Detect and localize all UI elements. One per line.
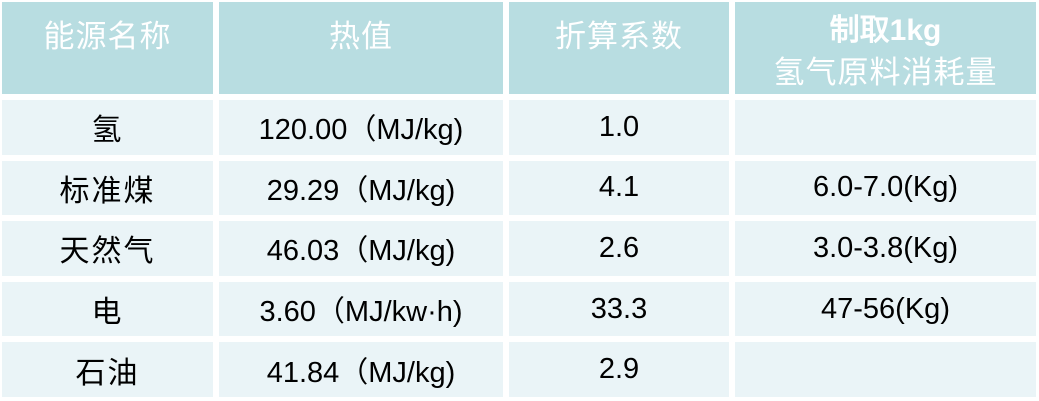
cell-heat-value: 29.29（MJ/kg) [219,160,503,216]
cell-energy-name: 天然气 [2,221,213,276]
col-header-consumption-line2: 氢气原料消耗量 [773,54,998,90]
cell-heat-value: 46.03（MJ/kg) [219,221,503,276]
cell-heat-value: 120.00（MJ/kg) [219,100,503,155]
col-header-heat-value: 热值 [219,2,503,94]
cell-coefficient: 33.3 [509,281,729,337]
col-header-energy-name: 能源名称 [2,2,213,94]
cell-coefficient: 2.6 [509,221,729,276]
cell-consumption: 6.0-7.0(Kg) [735,160,1036,216]
cell-energy-name: 氢 [2,100,213,155]
cell-energy-name: 电 [2,281,213,337]
cell-coefficient: 2.9 [509,342,729,397]
cell-consumption: 3.0-3.8(Kg) [735,221,1036,276]
cell-consumption: 47-56(Kg) [735,281,1036,337]
cell-coefficient: 1.0 [509,100,729,155]
cell-consumption [735,100,1036,155]
cell-coefficient: 4.1 [509,160,729,216]
cell-heat-value: 3.60（MJ/kw·h) [219,281,503,337]
cell-energy-name: 标准煤 [2,160,213,216]
col-header-coefficient: 折算系数 [509,2,729,94]
cell-heat-value: 41.84（MJ/kg) [219,342,503,397]
col-header-consumption: 制取1kg 氢气原料消耗量 [735,2,1036,94]
cell-consumption [735,342,1036,397]
col-header-consumption-line1: 制取1kg [829,13,942,47]
cell-energy-name: 石油 [2,342,213,397]
